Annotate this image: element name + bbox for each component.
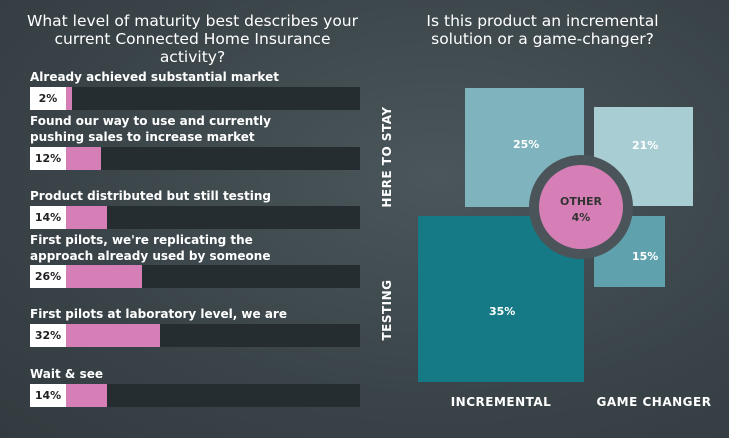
bar-label: Wait & see xyxy=(30,367,103,381)
bar xyxy=(66,324,161,347)
bar xyxy=(66,87,72,110)
left-chart-title: What level of maturity best describes yo… xyxy=(27,12,358,66)
quad-value: 35% xyxy=(489,305,516,318)
bar-value-label: 12% xyxy=(30,147,66,170)
quad-value: 25% xyxy=(513,138,540,151)
bar-value-label: 14% xyxy=(30,384,66,407)
quad-value: 15% xyxy=(632,250,659,263)
other-value: 4% xyxy=(571,211,591,224)
bar-track: 14% xyxy=(30,206,360,229)
other-label: OTHER xyxy=(559,195,603,208)
bar-label: Product distributed but still testing xyxy=(30,189,271,203)
bar-track: 26% xyxy=(30,265,360,288)
other-circle: OTHER 4% xyxy=(529,155,633,259)
bar-value-label: 2% xyxy=(30,87,66,110)
bar-value-label: 32% xyxy=(30,324,66,347)
bar-track: 12% xyxy=(30,147,360,170)
bar-value-label: 26% xyxy=(30,265,66,288)
right-chart-title: Is this product an incremental solution … xyxy=(426,12,659,48)
bar-track: 32% xyxy=(30,324,360,347)
quad-value: 21% xyxy=(632,139,659,152)
y-axis-label-testing: TESTING xyxy=(380,279,394,341)
bar xyxy=(66,147,102,170)
bar-track: 2% xyxy=(30,87,360,110)
y-axis-label-here-to-stay: HERE TO STAY xyxy=(380,106,394,208)
bar-track: 14% xyxy=(30,384,360,407)
bar-label: First pilots, we're replicating the appr… xyxy=(30,233,271,279)
bar xyxy=(66,384,108,407)
bar xyxy=(66,206,108,229)
bar xyxy=(66,265,143,288)
bar-value-label: 14% xyxy=(30,206,66,229)
x-axis-label-incremental: INCREMENTAL xyxy=(450,395,552,409)
x-axis-label-game-changer: GAME CHANGER xyxy=(596,395,712,409)
